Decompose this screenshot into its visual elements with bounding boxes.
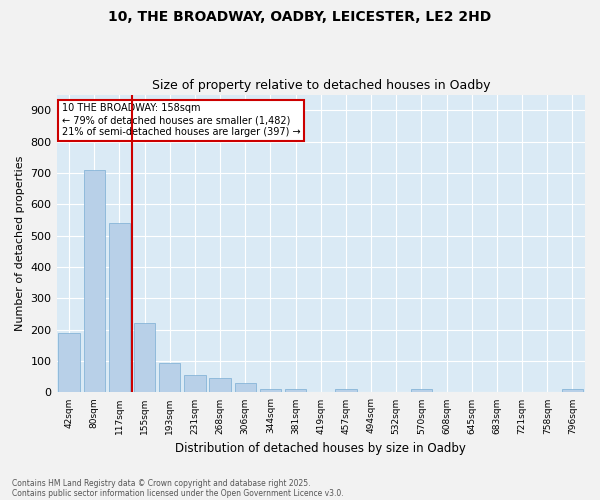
Bar: [260, 390, 281, 392]
Bar: [235, 383, 256, 392]
Bar: [109, 223, 130, 392]
Bar: [134, 324, 155, 392]
Bar: [159, 362, 181, 392]
Text: 10, THE BROADWAY, OADBY, LEICESTER, LE2 2HD: 10, THE BROADWAY, OADBY, LEICESTER, LE2 …: [109, 10, 491, 24]
Text: Contains public sector information licensed under the Open Government Licence v3: Contains public sector information licen…: [12, 488, 344, 498]
Bar: [83, 170, 105, 392]
Bar: [184, 375, 206, 392]
Text: Contains HM Land Registry data © Crown copyright and database right 2025.: Contains HM Land Registry data © Crown c…: [12, 478, 311, 488]
Y-axis label: Number of detached properties: Number of detached properties: [15, 156, 25, 331]
X-axis label: Distribution of detached houses by size in Oadby: Distribution of detached houses by size …: [175, 442, 466, 455]
Bar: [562, 390, 583, 392]
Bar: [209, 378, 231, 392]
Bar: [411, 390, 432, 392]
Bar: [58, 333, 80, 392]
Text: 10 THE BROADWAY: 158sqm
← 79% of detached houses are smaller (1,482)
21% of semi: 10 THE BROADWAY: 158sqm ← 79% of detache…: [62, 104, 301, 136]
Bar: [285, 390, 307, 392]
Title: Size of property relative to detached houses in Oadby: Size of property relative to detached ho…: [152, 79, 490, 92]
Bar: [335, 390, 356, 392]
